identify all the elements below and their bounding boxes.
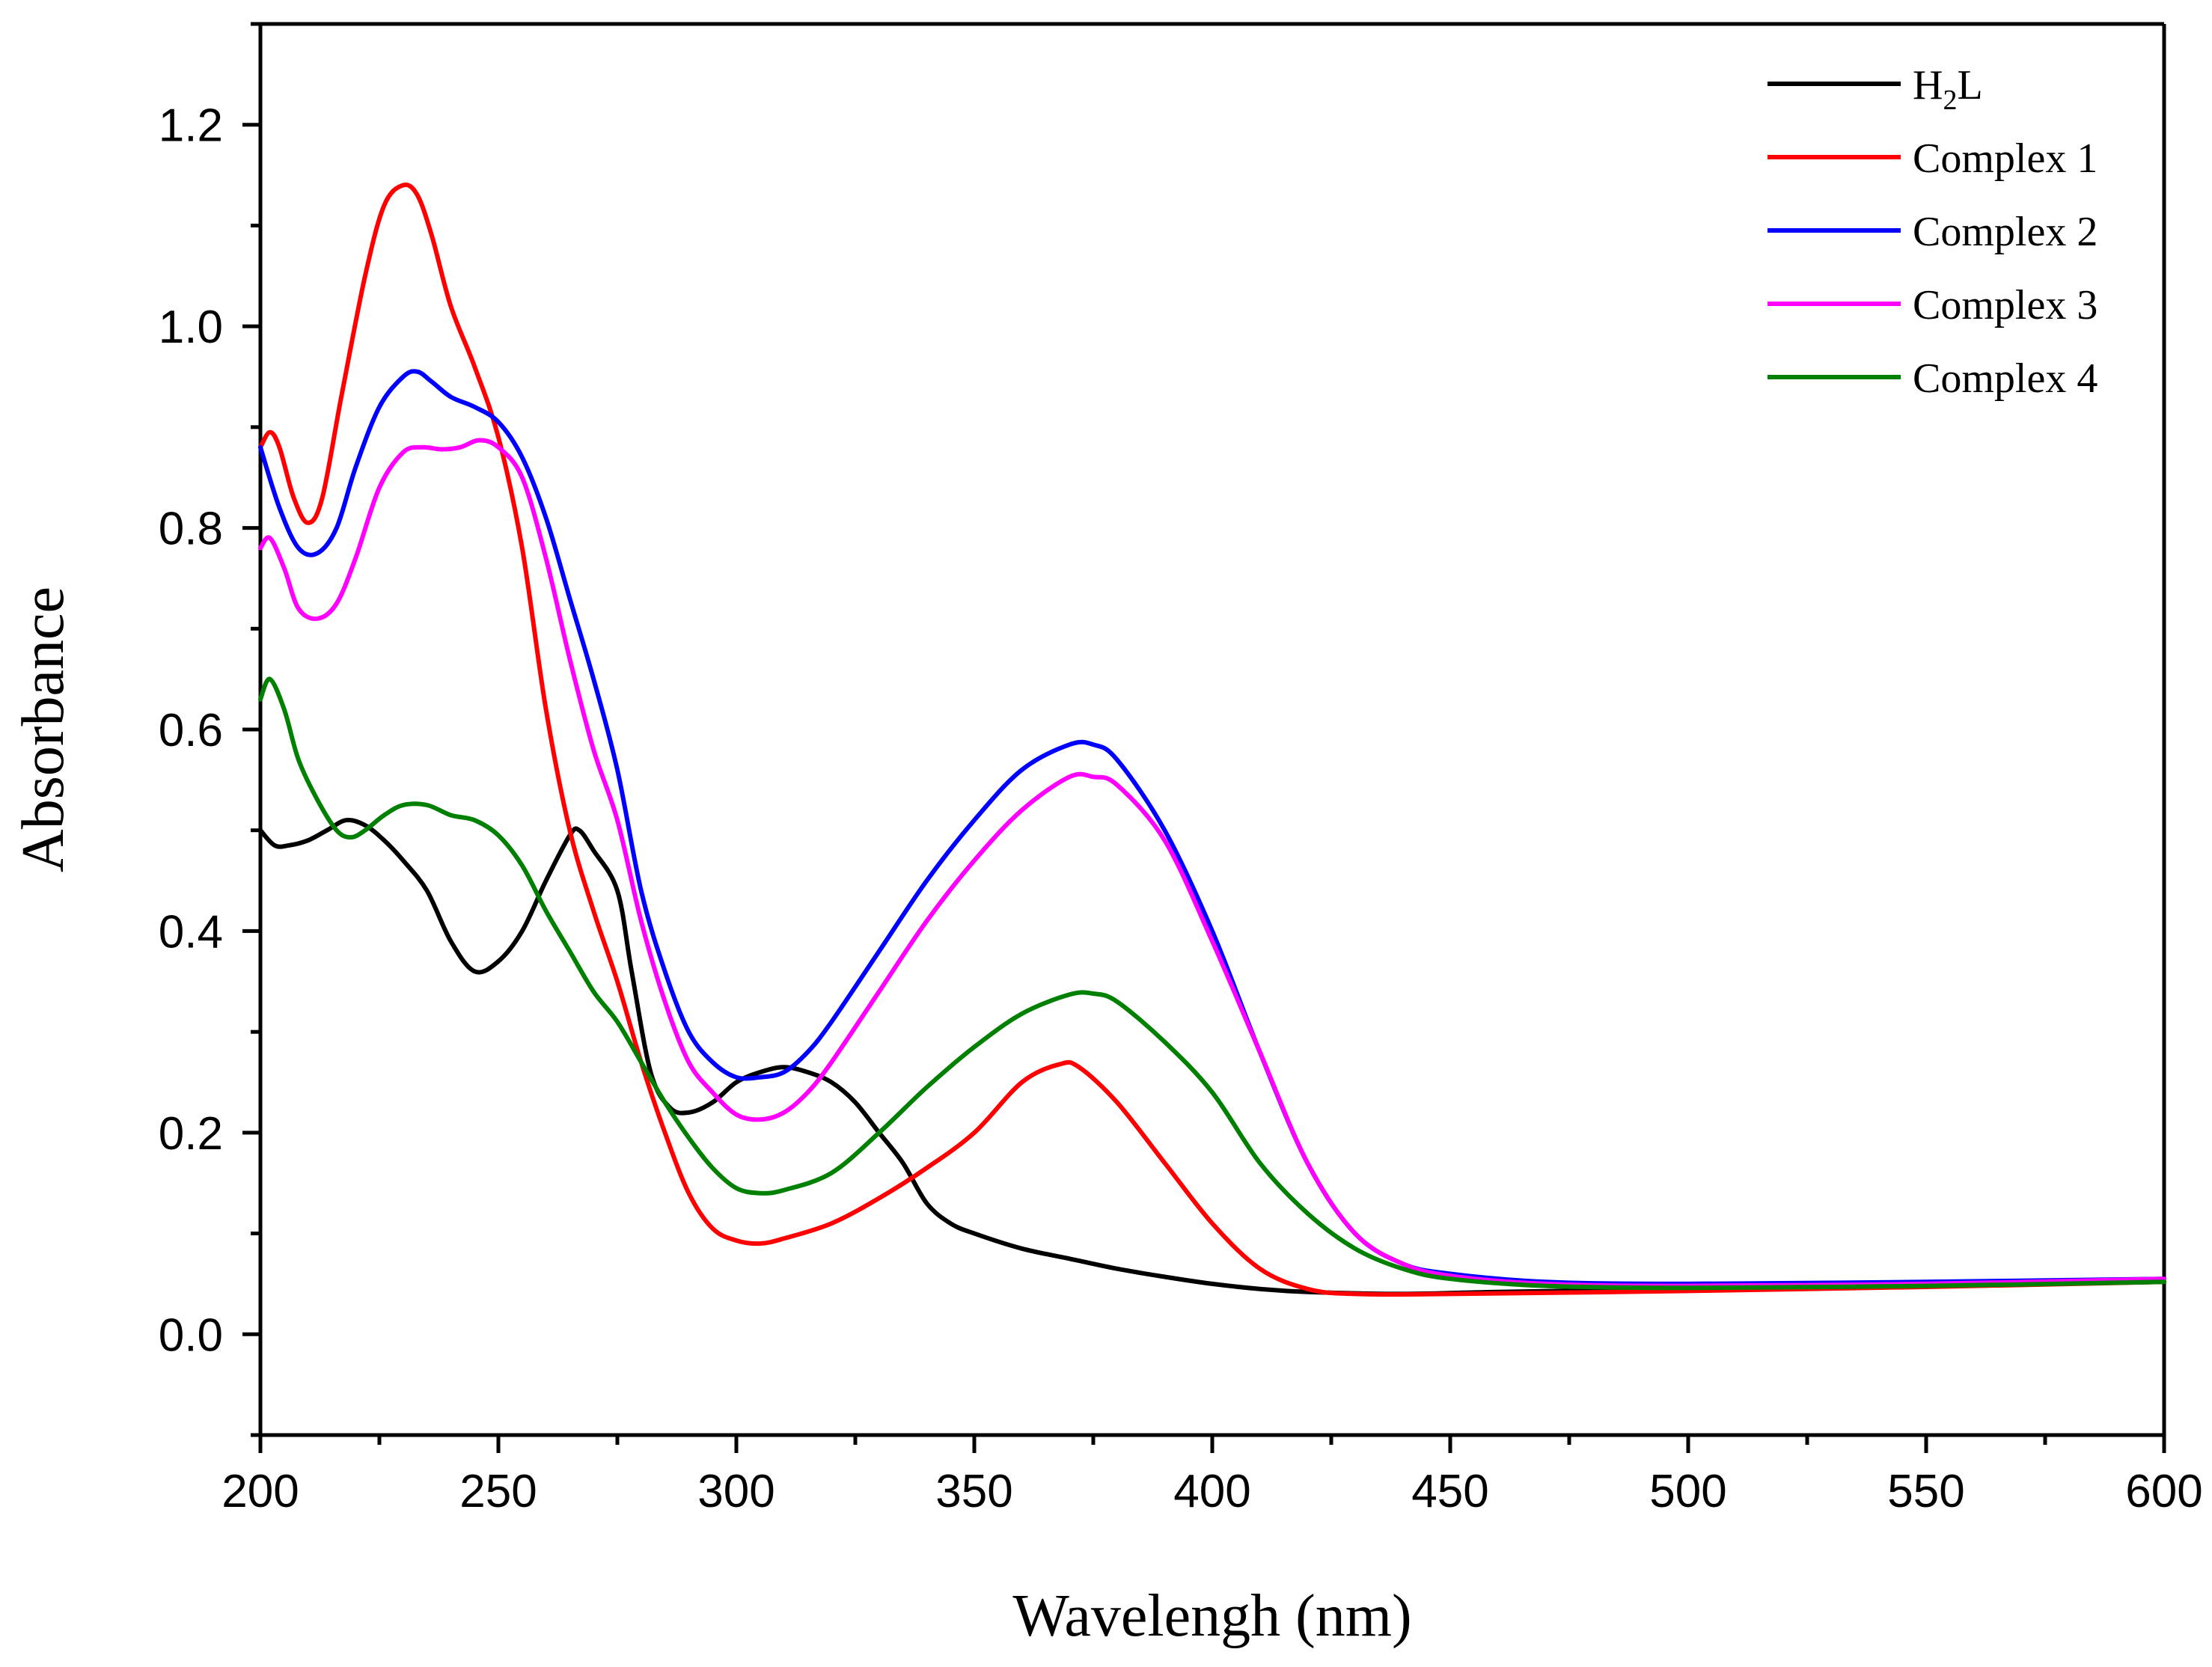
- y-tick-label: 0.0: [159, 1309, 223, 1361]
- x-tick-label: 250: [459, 1466, 537, 1517]
- series-line-complex-2: [258, 369, 2166, 1286]
- x-tick-label: 200: [221, 1466, 299, 1517]
- x-tick-label: 550: [1887, 1466, 1964, 1517]
- y-tick-label: 1.2: [159, 100, 223, 152]
- series-line-complex-1: [258, 182, 2166, 1297]
- series-lines: [258, 182, 2166, 1297]
- y-tick-label: 0.6: [159, 705, 223, 756]
- legend-label-complex-1: Complex 1: [1913, 135, 2098, 182]
- x-tick-label: 450: [1411, 1466, 1488, 1517]
- y-axis-title: Absorbance: [10, 587, 76, 872]
- legend-label-complex-3: Complex 3: [1913, 282, 2098, 328]
- series-line-complex-3: [258, 438, 2166, 1288]
- series-line-complex-4: [258, 676, 2166, 1291]
- axis-ticks: [242, 22, 2166, 1453]
- x-tick-label: 500: [1649, 1466, 1726, 1517]
- y-tick-label: 1.0: [159, 302, 223, 353]
- x-tick-label: 400: [1173, 1466, 1250, 1517]
- legend-label-h2l: H2L: [1913, 62, 1983, 116]
- y-tick-label: 0.2: [159, 1108, 223, 1160]
- y-tick-label: 0.8: [159, 504, 223, 555]
- tick-labels: 200 250 300 350 400 450 500 550 600 0.0 0.2 0.4 0.6 0…: [159, 100, 2203, 1517]
- legend-label-complex-2: Complex 2: [1913, 209, 2098, 255]
- x-axis-title: Wavelengh (nm): [1012, 1583, 1411, 1649]
- x-tick-label: 600: [2125, 1466, 2202, 1517]
- legend-label-complex-4: Complex 4: [1913, 355, 2098, 402]
- x-tick-label: 300: [697, 1466, 774, 1517]
- legend: H2L Complex 1 Complex 2 Complex 3 Complex 4: [1768, 62, 2098, 402]
- y-tick-label: 0.4: [159, 906, 223, 958]
- x-tick-label: 350: [935, 1466, 1012, 1517]
